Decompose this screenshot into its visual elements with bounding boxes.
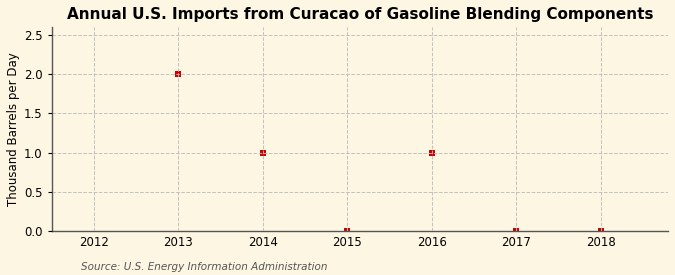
Y-axis label: Thousand Barrels per Day: Thousand Barrels per Day — [7, 52, 20, 206]
Title: Annual U.S. Imports from Curacao of Gasoline Blending Components: Annual U.S. Imports from Curacao of Gaso… — [67, 7, 653, 22]
Text: Source: U.S. Energy Information Administration: Source: U.S. Energy Information Administ… — [81, 262, 327, 272]
